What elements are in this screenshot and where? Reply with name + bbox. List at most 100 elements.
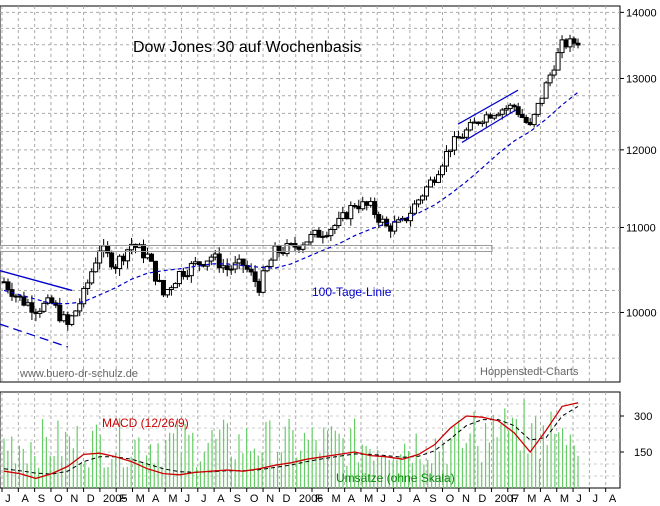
candle-body [212,253,218,258]
candle-body [511,104,517,108]
channel-upper-2004 [0,270,73,292]
candle-body [547,74,553,84]
candle-body [455,136,461,139]
candle-body [523,116,529,123]
x-tick-label: 2005 [103,493,127,505]
candle-body [13,295,19,298]
candle-body [276,245,282,254]
candle-body [57,304,63,322]
candle-body [316,229,322,238]
candle-body [224,265,230,271]
candle-body [192,261,198,265]
x-tick-label: N [70,493,78,505]
candle-body [428,179,434,188]
x-tick-label: F [315,493,322,505]
candle-body [1,281,7,284]
x-tick-label: J [201,493,207,505]
candle-body [296,246,302,250]
candle-body [264,266,270,272]
candle-body [308,233,314,243]
candle-body [236,258,242,264]
candle-body [5,281,11,291]
candle-body [248,268,254,273]
candle-body [360,201,366,210]
candle-body [220,265,226,269]
x-tick-label: J [185,493,191,505]
candle-body [535,102,541,115]
candle-body [531,113,537,126]
x-tick-label: S [38,493,45,505]
candle-body [49,297,55,304]
candle-body [312,229,318,235]
x-tick-label: J [593,493,599,505]
x-tick-label: J [5,493,10,505]
candle-body [495,113,501,117]
candle-body [396,219,402,223]
x-tick-label: D [87,493,95,505]
candle-body [272,245,278,261]
candle-body [81,287,87,305]
x-tick-label: A [348,493,356,505]
macd-label: MACD (12/26/9) [102,416,189,430]
price-y-tick-label: 12000 [626,145,657,157]
macd-line [3,402,579,480]
indicator-y-tick-label: 300 [634,411,652,423]
x-tick-label: J [397,493,403,505]
x-tick-label: O [250,493,259,505]
x-tick-label: A [152,493,160,505]
candle-body [240,258,246,267]
candle-body [559,39,565,54]
candle-body [499,109,505,115]
x-tick-label: 2007 [495,493,519,505]
x-tick-label: D [283,493,291,505]
candle-body [93,262,99,273]
candle-body [328,228,334,237]
candle-body [33,311,39,314]
candle-body [21,296,27,306]
channel-lower-2004 [0,323,69,348]
candle-body [503,108,509,111]
candle-body [467,122,473,131]
candle-body [184,275,190,278]
price-y-tick-label: 11000 [626,222,656,234]
candle-body [519,113,525,118]
candle-body [208,256,214,262]
candle-body [451,136,457,151]
indicator-y-tick-label: 150 [634,447,652,459]
candle-body [555,52,561,71]
candle-body [543,82,549,99]
candle-body [344,212,350,220]
candle-body [69,315,75,325]
candle-body [483,114,489,123]
candle-body [539,97,545,104]
x-tick-label: O [446,493,455,505]
x-tick-label: N [266,493,274,505]
candle-body [575,42,581,46]
candle-body [288,243,294,246]
candle-body [388,225,394,232]
candle-body [280,252,286,255]
watermark-left: www.buero-dr-schulz.de [19,368,138,380]
x-tick-label: A [544,493,552,505]
candle-body [439,165,445,176]
candle-body [376,213,382,223]
candle-body [172,283,178,289]
candle-body [260,270,266,293]
candle-body [180,271,186,277]
x-tick-label: M [364,493,373,505]
candle-body [160,279,166,296]
candle-body [73,310,79,317]
candle-body [571,38,577,44]
x-tick-label: M [527,493,536,505]
x-tick-label: D [478,493,486,505]
x-tick-label: J [380,493,386,505]
candle-body [420,195,426,201]
candle-body [113,266,119,270]
candle-body [380,218,386,223]
candle-body [364,201,370,206]
candle-body [168,287,174,291]
candle-body [216,253,222,269]
candle-body [256,280,262,293]
candle-body [412,203,418,214]
